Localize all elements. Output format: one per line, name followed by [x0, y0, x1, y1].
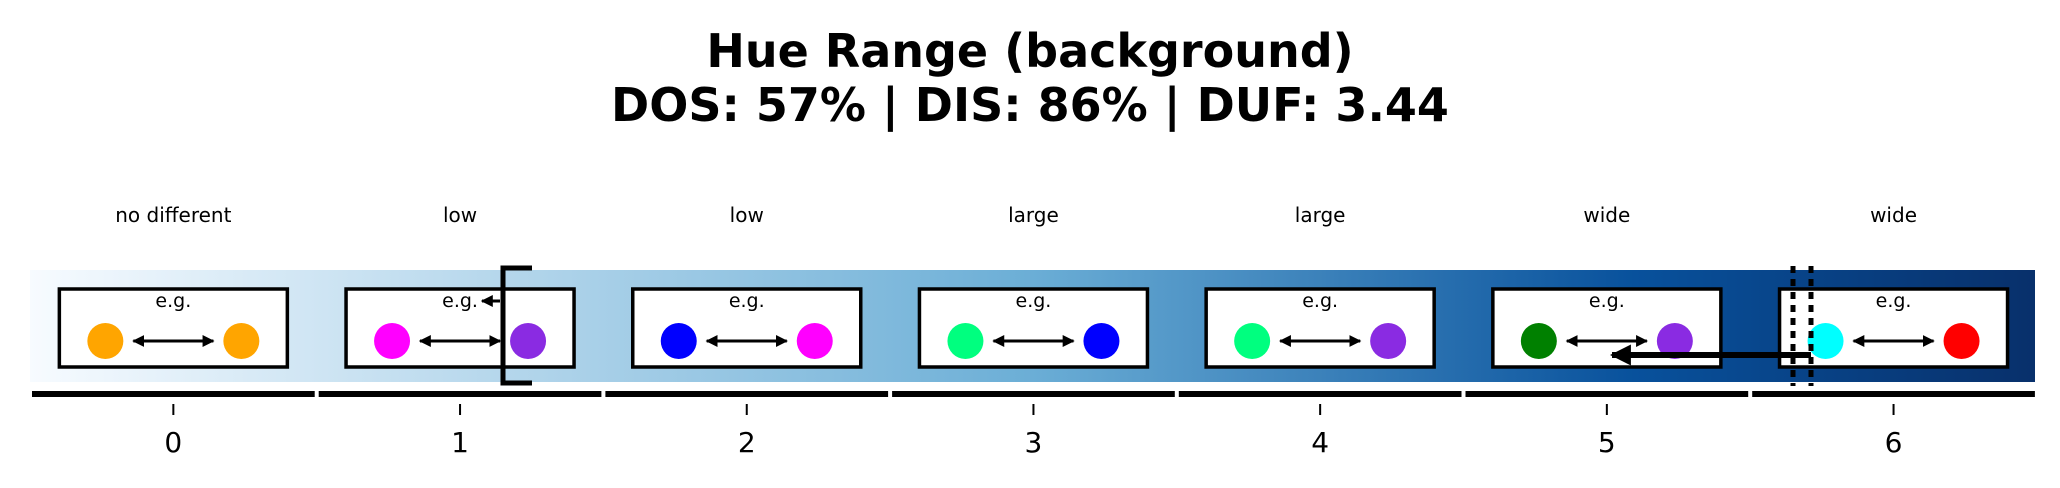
level-label: no different: [115, 203, 231, 227]
level-2: low e.g. 2: [605, 203, 889, 459]
tick-label: 6: [1885, 426, 1903, 459]
right-color-swatch: [1083, 323, 1120, 359]
tick-label: 3: [1025, 426, 1043, 459]
level-label: large: [1295, 203, 1346, 227]
example-label: e.g.: [1876, 290, 1912, 312]
tick-label: 4: [1311, 426, 1329, 459]
right-color-swatch: [1370, 323, 1407, 359]
tick-label: 1: [451, 426, 469, 459]
level-6-threshold-marker: [1609, 266, 1814, 386]
right-color-swatch: [796, 323, 833, 359]
example-label: e.g.: [1589, 290, 1625, 312]
left-color-swatch: [947, 323, 984, 359]
left-color-swatch: [374, 323, 411, 359]
example-label: e.g.: [1016, 290, 1052, 312]
left-color-swatch: [1234, 323, 1271, 359]
right-color-swatch: [1656, 323, 1693, 359]
level-label: low: [443, 203, 477, 227]
level-label: low: [730, 203, 764, 227]
left-color-swatch: [87, 323, 124, 359]
level-4: large e.g. 4: [1178, 203, 1462, 459]
example-label: e.g.: [1302, 290, 1338, 312]
left-color-swatch: [1807, 323, 1844, 359]
tick-label: 2: [738, 426, 756, 459]
example-label: e.g.: [155, 290, 191, 312]
right-color-swatch: [510, 323, 547, 359]
chart-title: Hue Range (background): [706, 24, 1354, 78]
level-0: no different e.g. 0: [32, 203, 315, 459]
level-3: large e.g. 3: [892, 203, 1175, 459]
example-label: e.g.: [442, 290, 478, 312]
chart-subtitle: DOS: 57% | DIS: 86% | DUF: 3.44: [611, 78, 1449, 132]
right-color-swatch: [1943, 323, 1980, 359]
example-label: e.g.: [729, 290, 765, 312]
level-label: wide: [1583, 203, 1630, 227]
level-1-bracket-marker: [480, 265, 532, 386]
level-1: low e.g. 1: [318, 203, 602, 459]
left-color-swatch: [1520, 323, 1557, 359]
level-6: wide e.g. 6: [1752, 203, 2035, 459]
tick-label: 5: [1598, 426, 1616, 459]
left-color-swatch: [660, 323, 697, 359]
level-label: large: [1008, 203, 1059, 227]
right-color-swatch: [223, 323, 260, 359]
level-label: wide: [1870, 203, 1917, 227]
tick-label: 0: [164, 426, 182, 459]
level-5: wide e.g. 5: [1465, 203, 1749, 459]
